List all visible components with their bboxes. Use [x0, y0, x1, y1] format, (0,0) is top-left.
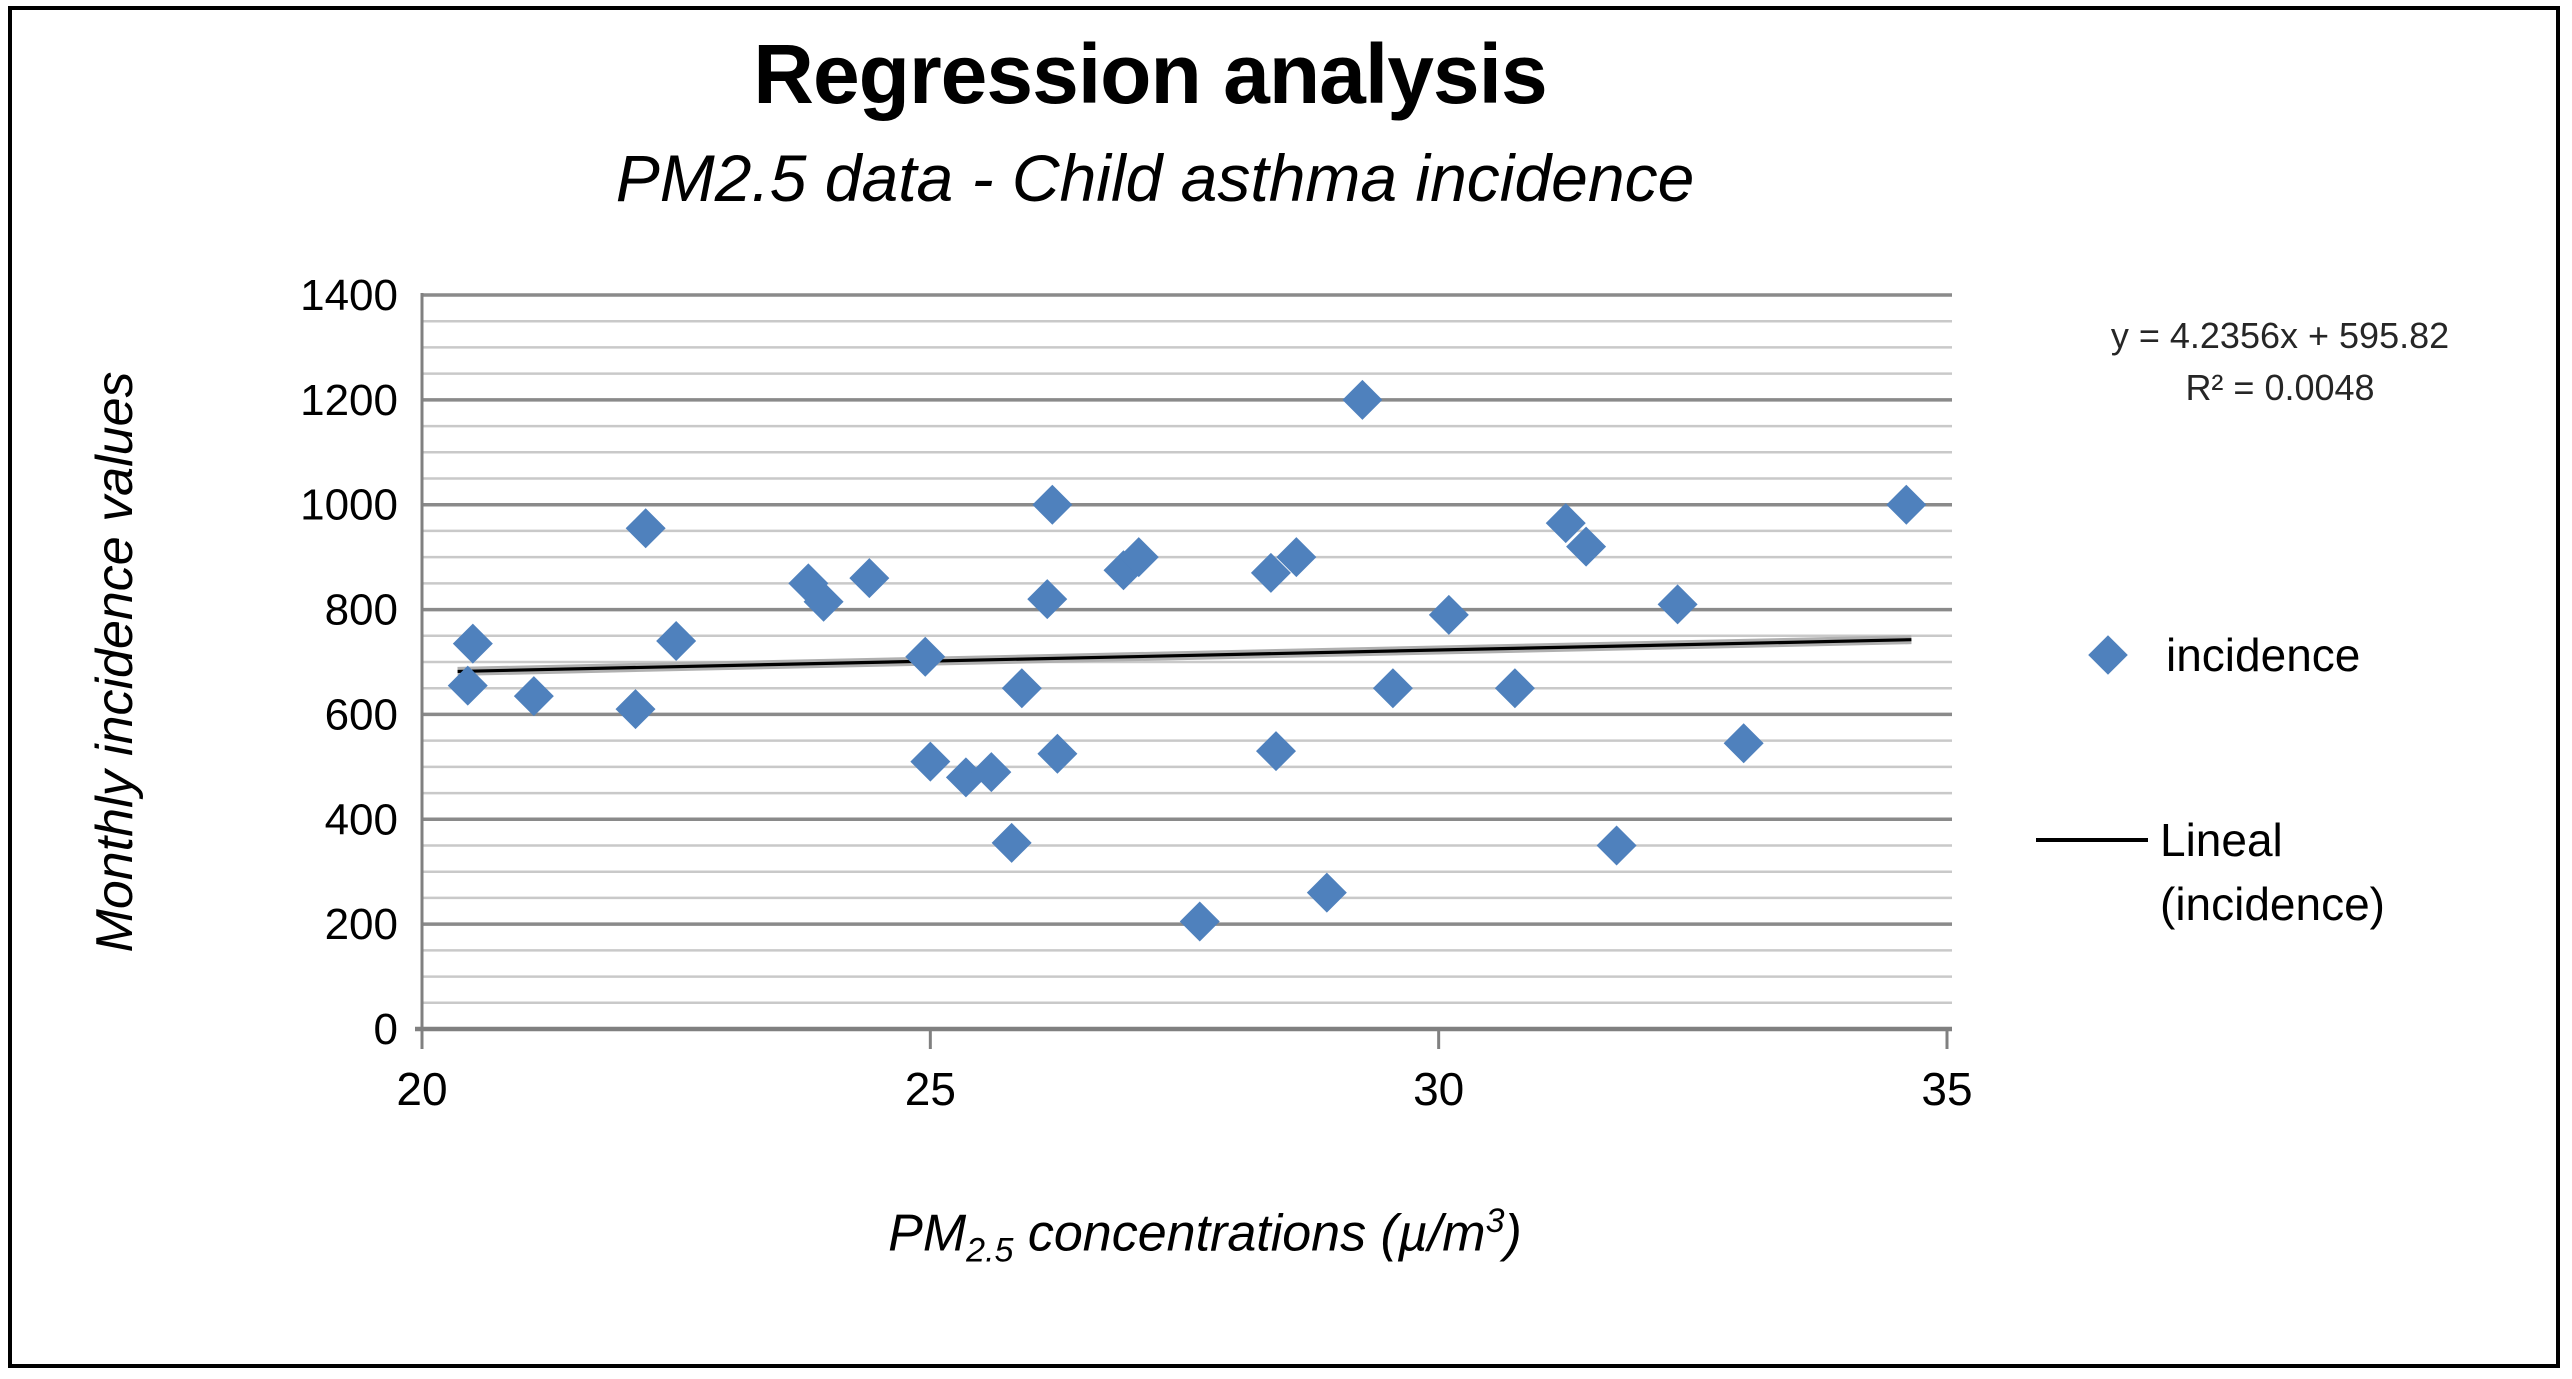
data-point[interactable]	[1596, 825, 1637, 866]
x-tick-labels: 20 25 30 35	[396, 1063, 1972, 1115]
y-tick-label: 400	[325, 795, 398, 844]
data-point[interactable]	[1250, 552, 1291, 593]
data-point[interactable]	[615, 689, 656, 730]
x-tick-label: 35	[1921, 1063, 1972, 1115]
x-tick-label: 30	[1413, 1063, 1464, 1115]
trendline[interactable]	[457, 635, 1912, 676]
data-point[interactable]	[1545, 503, 1586, 544]
y-axis-title: Monthly incidence values	[86, 371, 144, 953]
legend-label-trendline-line2: (incidence)	[2160, 878, 2385, 930]
legend-label-trendline-line1: Lineal	[2160, 814, 2283, 866]
major-gridlines	[422, 293, 1952, 926]
trendline-equation: y = 4.2356x + 595.82 R² = 0.0048	[2060, 310, 2500, 414]
scatter-series-incidence	[447, 379, 1927, 942]
y-tick-label: 800	[325, 586, 398, 635]
chart-subtitle: PM2.5 data - Child asthma incidence	[615, 141, 1695, 215]
data-point[interactable]	[1657, 584, 1698, 625]
data-point[interactable]	[656, 621, 697, 662]
trendline-r-squared: R² = 0.0048	[2185, 367, 2375, 408]
data-point[interactable]	[945, 757, 986, 798]
data-point[interactable]	[971, 752, 1012, 793]
data-point[interactable]	[452, 623, 493, 664]
data-point[interactable]	[910, 741, 951, 782]
data-point[interactable]	[513, 676, 554, 717]
x-tick-label: 25	[905, 1063, 956, 1115]
data-point[interactable]	[1001, 668, 1042, 709]
data-point[interactable]	[1027, 579, 1068, 620]
x-axis-title-mid: concentrations (µ/m	[1013, 1204, 1486, 1263]
x-axis-title-suffix: )	[1504, 1204, 1522, 1263]
data-point[interactable]	[991, 822, 1032, 863]
data-point[interactable]	[1118, 537, 1159, 578]
x-axis-title-prefix: PM	[888, 1204, 967, 1263]
y-tick-label: 1200	[300, 376, 398, 425]
data-point[interactable]	[1886, 484, 1927, 525]
x-tick-label: 20	[396, 1063, 447, 1115]
data-point[interactable]	[849, 558, 890, 599]
data-point[interactable]	[1256, 731, 1296, 772]
legend-item-trendline[interactable]: Lineal (incidence)	[2036, 808, 2385, 936]
y-tick-labels: 0 200 400 600 800 1000 1200 1400	[300, 271, 398, 1054]
data-point[interactable]	[1032, 484, 1073, 525]
diamond-marker-icon	[2088, 635, 2128, 675]
minor-gridlines	[422, 319, 1952, 1005]
y-tick-label: 200	[325, 900, 398, 949]
data-point[interactable]	[1037, 733, 1078, 774]
axes	[415, 293, 1952, 1049]
x-axis-title-superscript: 3	[1485, 1202, 1505, 1240]
data-point[interactable]	[905, 636, 946, 677]
y-tick-label: 600	[325, 690, 398, 739]
data-point[interactable]	[1306, 872, 1347, 913]
data-point[interactable]	[1179, 901, 1220, 942]
data-point[interactable]	[1342, 379, 1383, 420]
y-tick-label: 0	[374, 1005, 398, 1054]
data-point[interactable]	[1566, 526, 1607, 567]
data-point[interactable]	[447, 665, 488, 706]
data-point[interactable]	[1372, 668, 1413, 709]
y-tick-label: 1400	[300, 271, 398, 320]
x-axis-title-subscript: 2.5	[966, 1231, 1014, 1270]
data-point[interactable]	[625, 508, 666, 549]
legend-item-incidence[interactable]: incidence	[2088, 628, 2360, 682]
data-point[interactable]	[1428, 594, 1469, 635]
data-point[interactable]	[1494, 668, 1535, 709]
trendline-equation-line: y = 4.2356x + 595.82	[2110, 315, 2450, 356]
data-point[interactable]	[1276, 537, 1317, 578]
legend-label-incidence: incidence	[2166, 629, 2361, 681]
data-point[interactable]	[1723, 723, 1764, 764]
line-marker-icon	[2036, 838, 2148, 842]
chart-title: Regression analysis	[753, 27, 1547, 121]
y-tick-label: 1000	[300, 481, 398, 530]
x-axis-title: PM2.5 concentrations (µ/m3)	[405, 1202, 2005, 1271]
data-point[interactable]	[803, 581, 844, 622]
